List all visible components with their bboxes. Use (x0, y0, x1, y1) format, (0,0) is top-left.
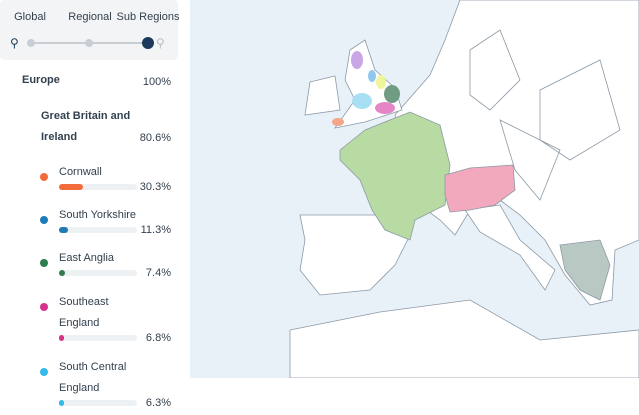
slider-label[interactable]: Global (14, 11, 46, 23)
region-blob (332, 118, 344, 126)
bar (59, 184, 83, 190)
italy (464, 204, 556, 291)
map (190, 0, 639, 378)
bar (59, 270, 65, 276)
legend-dot (40, 173, 48, 181)
item-percent: 6.8% (145, 332, 171, 344)
greece (559, 239, 611, 301)
bar-track (59, 270, 137, 276)
bar-track (59, 400, 137, 406)
legend-dot (40, 368, 48, 376)
results-panel (0, 70, 180, 415)
continent (394, 0, 639, 306)
item-percent: 6.3% (145, 397, 171, 409)
legend-dot (40, 259, 48, 267)
zoom-panel (0, 0, 178, 60)
bar (59, 400, 64, 406)
bar (59, 227, 68, 233)
root-name: Europe (22, 74, 60, 86)
bar-track (59, 335, 137, 341)
bar-track (59, 184, 137, 190)
item-name: East Anglia (59, 252, 115, 264)
africa (289, 299, 639, 378)
region-blob (384, 85, 400, 103)
borders (469, 29, 621, 201)
slider-label[interactable]: Sub Regions (116, 11, 180, 23)
item-name: Cornwall (59, 166, 102, 178)
region-blob (376, 75, 386, 89)
item-percent: 30.3% (139, 181, 171, 193)
bar (59, 335, 65, 341)
region-blob (352, 93, 372, 109)
group-percent: 80.6% (139, 132, 171, 144)
root-percent: 100% (142, 76, 171, 88)
alps-region (444, 164, 516, 213)
slider-stop[interactable] (85, 39, 93, 47)
item-name: Southeast England (59, 296, 109, 329)
zoom-out-icon[interactable]: ⚲ (10, 36, 19, 50)
bar-track (59, 227, 137, 233)
legend-dot (40, 216, 48, 224)
region-blob (368, 70, 376, 82)
slider-label[interactable]: Regional (68, 11, 112, 23)
region-blob (375, 102, 395, 114)
item-percent: 11.3% (140, 224, 171, 236)
item-name: South Yorkshire (59, 209, 137, 221)
region-blob (351, 51, 363, 69)
group-name: Great Britain and Ireland (41, 110, 131, 143)
item-name: South Central England (59, 361, 127, 394)
zoom-in-icon[interactable]: ⚲ (156, 36, 165, 50)
slider-stop[interactable] (27, 39, 35, 47)
item-percent: 7.4% (145, 267, 171, 279)
legend-dot (40, 303, 48, 311)
ireland (304, 75, 341, 116)
france (339, 111, 451, 241)
slider-handle[interactable] (142, 37, 154, 49)
